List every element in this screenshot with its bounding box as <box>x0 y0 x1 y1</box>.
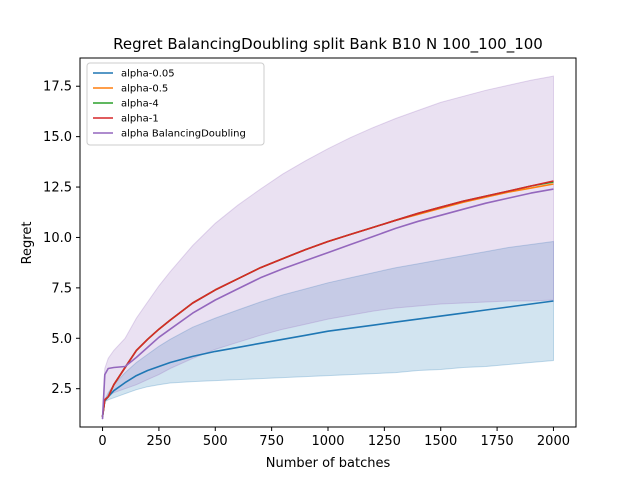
y-axis-ticks: 2.5 5.0 7.5 10.0 12.5 15.0 17.5 <box>43 80 80 397</box>
x-tick-label: 750 <box>259 434 284 449</box>
series-lines <box>101 180 554 419</box>
confidence-bands <box>102 75 554 420</box>
y-tick-label: 5.0 <box>51 332 72 347</box>
line-alpha-0-05 <box>101 300 554 418</box>
legend: alpha-0.05 alpha-0.5 alpha-4 alpha-1 alpha B… <box>86 62 265 146</box>
x-tick-label: 0 <box>98 434 106 449</box>
band-alpha-balancingdoubling <box>102 75 554 420</box>
legend-label-alpha-balancingdoubling: alpha BalancingDoubling <box>121 129 246 140</box>
x-axis-ticks: 0 250 500 750 1000 1250 1500 1750 2000 <box>98 427 570 449</box>
y-tick-label: 12.5 <box>43 181 72 196</box>
legend-label-alpha-4: alpha-4 <box>121 99 159 110</box>
chart-title: Regret BalancingDoubling split Bank B10 … <box>113 35 543 54</box>
legend-box <box>86 62 265 146</box>
x-axis-label: Number of batches <box>266 456 391 471</box>
x-tick-label: 250 <box>146 434 171 449</box>
band-alpha-0-05 <box>102 240 554 419</box>
legend-label-alpha-0-5: alpha-0.5 <box>121 84 168 95</box>
y-tick-label: 17.5 <box>43 80 72 95</box>
x-tick-label: 2000 <box>537 434 570 449</box>
line-alpha-balancingdoubling <box>101 188 554 419</box>
y-tick-label: 7.5 <box>51 281 72 296</box>
y-axis-label: Regret <box>20 222 35 265</box>
legend-label-alpha-1: alpha-1 <box>121 114 159 125</box>
x-tick-label: 1500 <box>424 434 457 449</box>
x-tick-label: 1750 <box>481 434 514 449</box>
y-tick-label: 15.0 <box>43 130 72 145</box>
legend-label-alpha-0-05: alpha-0.05 <box>121 69 175 80</box>
x-tick-label: 1250 <box>368 434 401 449</box>
x-tick-label: 500 <box>203 434 228 449</box>
y-tick-label: 2.5 <box>51 382 72 397</box>
y-tick-label: 10.0 <box>43 231 72 246</box>
x-tick-label: 1000 <box>311 434 344 449</box>
